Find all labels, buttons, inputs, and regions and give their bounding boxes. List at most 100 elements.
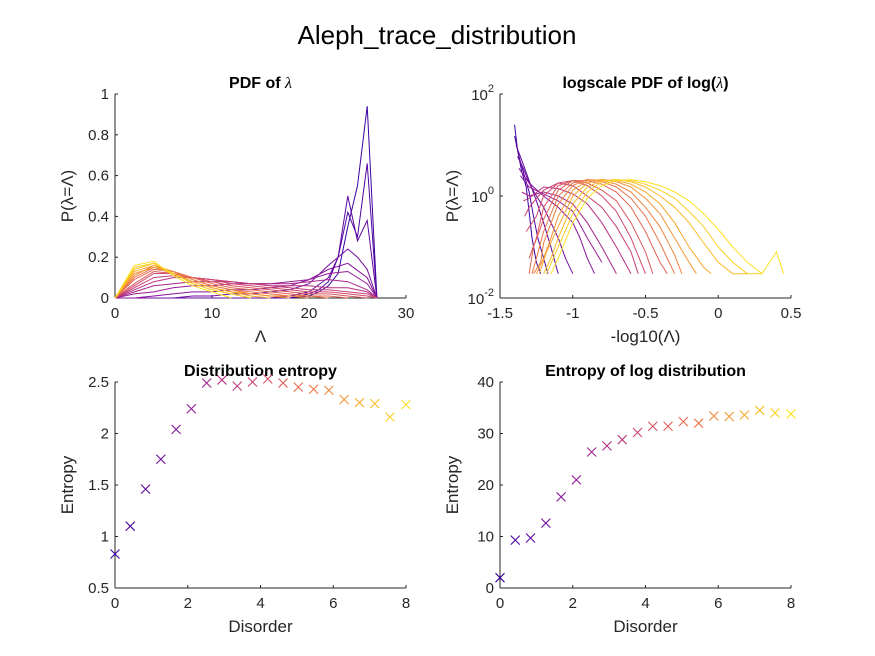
series-line [114, 273, 378, 299]
y-tick-label: 20 [477, 477, 494, 494]
data-point-marker [663, 421, 673, 432]
series-line [515, 144, 559, 274]
y-tick-label: 100 [471, 185, 494, 206]
data-point-marker [369, 398, 380, 409]
x-tick-label: 0 [111, 595, 119, 612]
y-tick-label: 40 [477, 374, 494, 391]
series-line [114, 270, 368, 299]
y-tick-label: 0.8 [88, 127, 109, 144]
data-point-marker [647, 421, 658, 432]
data-point-marker [525, 533, 536, 543]
x-tick-label: 6 [714, 595, 722, 612]
y-axis-label: Entropy [58, 455, 77, 514]
series-line [518, 168, 596, 274]
series-line [531, 179, 676, 274]
y-tick-label: 2.5 [88, 374, 109, 391]
y-tick-label: 30 [477, 426, 494, 443]
data-point-marker [201, 378, 212, 388]
data-point-marker [155, 454, 166, 465]
y-tick-label: 1 [101, 86, 109, 103]
y-tick-label: 2 [101, 426, 109, 443]
y-tick-label: 10-2 [468, 287, 494, 308]
axes-title-text-end: ) [723, 75, 728, 92]
data-point-marker [739, 410, 750, 420]
x-tick-label: -1.5 [487, 305, 513, 322]
series-line [521, 191, 617, 274]
data-point-marker [278, 378, 288, 388]
data-point-marker [293, 382, 304, 393]
data-point-marker [339, 394, 350, 405]
series-line [550, 179, 785, 275]
y-tick-label: 0 [101, 290, 109, 307]
lambda-symbol: λ [284, 75, 292, 92]
data-point-marker [724, 411, 735, 422]
y-axis-label: P(λ=Λ) [443, 170, 462, 222]
data-point-marker [586, 447, 597, 457]
y-tick-label: 10 [477, 529, 494, 546]
data-point-marker [247, 377, 258, 387]
data-point-marker [540, 518, 551, 528]
data-point-marker [770, 408, 780, 418]
series-line [114, 260, 232, 299]
data-point-marker [262, 374, 273, 384]
y-tick-label: 1.5 [88, 477, 109, 494]
axes-title: PDF of λ [229, 75, 292, 92]
x-tick-label: 0 [496, 595, 504, 612]
axes-entropy-log-distribution: Entropy of log distribution 0 2 4 6 8 0 10 20 30… [443, 363, 796, 636]
y-tick-label: 0.4 [88, 208, 109, 225]
series-line [533, 179, 683, 274]
data-point-marker [617, 434, 628, 445]
x-axis-label: -log10(Λ) [611, 327, 681, 346]
y-tick-label: 0.6 [88, 168, 109, 185]
y-tick-label: 0 [486, 580, 494, 597]
series-line [538, 179, 712, 275]
figure-title: Aleph_trace_distribution [298, 20, 577, 50]
series-line [114, 264, 271, 299]
data-point-marker [693, 418, 704, 429]
axes-title: Distribution entropy [184, 363, 337, 380]
x-tick-label: 2 [569, 595, 577, 612]
data-point-marker [510, 535, 521, 545]
series-line [524, 182, 639, 274]
y-tick-label: 102 [471, 83, 494, 104]
x-tick-label: 2 [184, 595, 192, 612]
data-point-marker [110, 549, 120, 559]
data-point-marker [140, 484, 151, 495]
data-point-marker [217, 375, 227, 385]
x-tick-label: 8 [402, 595, 410, 612]
x-tick-label: 4 [641, 595, 649, 612]
x-tick-label: 4 [256, 595, 264, 612]
axes-logscale-pdf: logscale PDF of log(λ) -1.5 -1 -0.5 0 0.5 10-… [443, 75, 801, 346]
x-tick-label: 6 [329, 595, 337, 612]
data-point-marker [125, 521, 136, 532]
data-point-marker [171, 424, 181, 435]
x-tick-label: 8 [787, 595, 795, 612]
data-point-marker [556, 491, 566, 502]
x-axis-label: Disorder [613, 617, 678, 636]
y-axis-label: P(λ=Λ) [58, 170, 77, 222]
data-point-marker [754, 405, 765, 416]
axes-title-text: PDF of [229, 75, 285, 92]
y-tick-label: 0.2 [88, 249, 109, 266]
series-line [114, 264, 310, 299]
data-point-marker [678, 416, 689, 427]
series-line [528, 180, 668, 274]
lambda-symbol: λ [715, 75, 723, 92]
x-tick-label: 0 [111, 305, 119, 322]
y-tick-label: 1 [101, 529, 109, 546]
x-axis-label: Λ [255, 327, 267, 346]
axes-pdf-lambda: PDF of λ 0 10 20 30 0 0.2 0.4 0.6 0.8 1 Λ P(λ=Λ) [58, 75, 414, 346]
axes-distribution-entropy: Distribution entropy 0 2 4 6 8 0.5 1 1.5 2 2.5 Dis… [58, 363, 411, 636]
axes-title: Entropy of log distribution [545, 363, 746, 380]
data-point-marker [632, 427, 643, 438]
data-point-marker [571, 474, 582, 485]
x-tick-label: 20 [301, 305, 318, 322]
data-point-marker [786, 409, 796, 419]
series-line [114, 262, 251, 299]
data-point-marker [495, 572, 505, 583]
data-point-marker [354, 397, 365, 408]
data-point-marker [323, 385, 334, 396]
data-point-marker [401, 399, 411, 410]
data-point-marker [385, 412, 395, 422]
